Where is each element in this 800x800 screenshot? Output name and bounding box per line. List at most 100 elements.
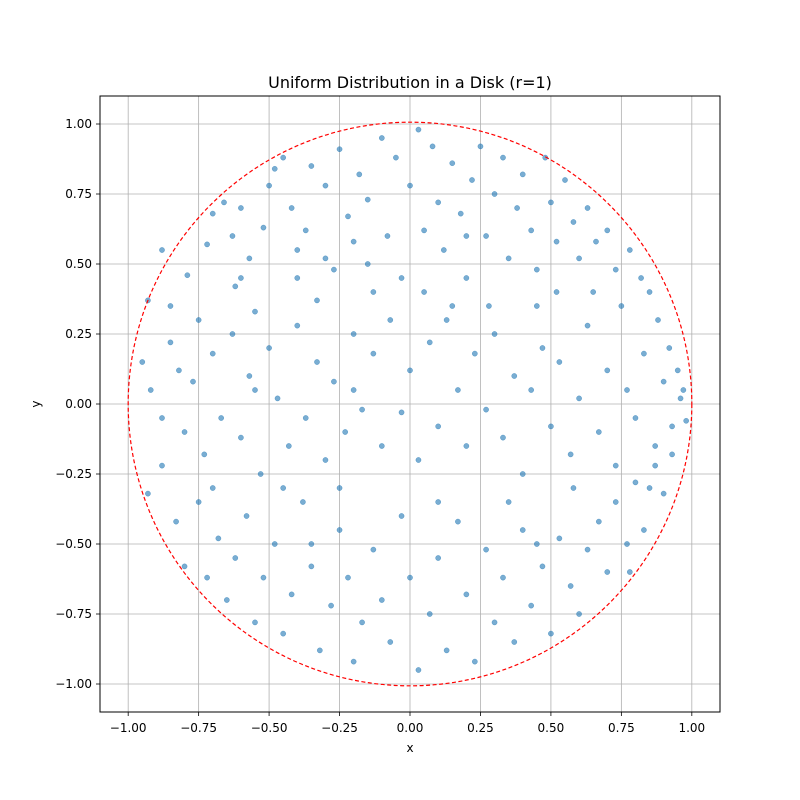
scatter-point xyxy=(280,485,287,491)
scatter-points xyxy=(139,126,690,673)
scatter-point xyxy=(674,367,681,374)
scatter-point xyxy=(576,395,582,402)
y-axis-label: y xyxy=(29,400,43,407)
y-tick-label: 0.25 xyxy=(65,327,92,341)
scatter-point xyxy=(660,490,667,497)
scatter-point xyxy=(159,247,165,253)
scatter-point xyxy=(626,569,633,575)
scatter-point xyxy=(167,303,174,309)
scatter-point xyxy=(398,409,405,416)
scatter-point xyxy=(331,266,337,273)
scatter-point xyxy=(483,233,489,239)
scatter-point xyxy=(435,199,442,206)
chart-title: Uniform Distribution in a Disk (r=1) xyxy=(268,73,552,92)
scatter-point xyxy=(511,373,518,379)
scatter-point xyxy=(612,266,619,273)
scatter-point xyxy=(604,367,611,374)
scatter-point xyxy=(548,199,554,206)
scatter-point xyxy=(562,177,568,183)
scatter-point xyxy=(533,266,540,273)
scatter-point xyxy=(322,255,329,262)
scatter-point xyxy=(505,255,512,262)
scatter-point xyxy=(243,513,250,519)
y-tick-label: −0.50 xyxy=(55,537,92,551)
scatter-point xyxy=(683,417,690,424)
scatter-point xyxy=(421,289,427,295)
scatter-point xyxy=(266,182,272,189)
scatter-point xyxy=(209,350,216,357)
scatter-point xyxy=(491,619,498,626)
scatter-point xyxy=(641,527,647,533)
scatter-point xyxy=(238,434,244,441)
scatter-point xyxy=(370,350,377,357)
scatter-point xyxy=(632,415,639,421)
scatter-point xyxy=(429,143,436,150)
scatter-point xyxy=(638,275,644,281)
scatter-point xyxy=(204,241,210,248)
scatter-point xyxy=(190,378,196,385)
scatter-point xyxy=(463,591,470,598)
scatter-point xyxy=(238,275,244,281)
scatter-point xyxy=(449,160,456,167)
scatter-point xyxy=(514,205,520,211)
scatter-point xyxy=(421,227,427,234)
scatter-point xyxy=(505,499,512,505)
scatter-point xyxy=(443,317,450,323)
scatter-point xyxy=(567,583,574,589)
scatter-point xyxy=(159,462,165,469)
y-tick-label: 0.00 xyxy=(65,397,92,411)
scatter-point xyxy=(680,387,687,393)
scatter-point xyxy=(595,518,602,525)
y-tick-label: −0.75 xyxy=(55,607,92,621)
scatter-point xyxy=(463,233,470,239)
grid-lines xyxy=(100,96,720,712)
scatter-point xyxy=(181,429,188,435)
scatter-point xyxy=(167,339,174,346)
scatter-point xyxy=(271,165,278,172)
scatter-point xyxy=(584,205,591,211)
scatter-point xyxy=(271,541,278,547)
scatter-point xyxy=(302,415,309,421)
scatter-point xyxy=(342,429,349,435)
scatter-point xyxy=(201,451,208,458)
scatter-point xyxy=(364,196,371,203)
scatter-point xyxy=(666,345,673,351)
scatter-point xyxy=(145,490,151,497)
scatter-point xyxy=(229,233,236,239)
scatter-point xyxy=(176,367,182,374)
scatter-point xyxy=(500,574,506,581)
scatter-point xyxy=(359,619,365,626)
scatter-point xyxy=(336,146,343,153)
scatter-point xyxy=(500,154,506,161)
scatter-point xyxy=(294,275,301,281)
scatter-point xyxy=(280,630,287,637)
scatter-point xyxy=(528,227,535,234)
scatter-point xyxy=(300,499,306,505)
scatter-point xyxy=(618,303,625,309)
scatter-point xyxy=(612,499,619,505)
scatter-point xyxy=(669,451,675,458)
scatter-point xyxy=(471,658,478,665)
scatter-point xyxy=(483,406,489,413)
scatter-point xyxy=(181,563,188,570)
scatter-point xyxy=(652,462,659,469)
scatter-point xyxy=(204,574,210,581)
scatter-point xyxy=(604,569,611,575)
x-tick-label: −0.50 xyxy=(251,721,288,735)
scatter-point xyxy=(440,247,447,253)
scatter-point xyxy=(548,630,554,637)
scatter-point xyxy=(246,255,253,262)
scatter-point xyxy=(407,182,413,189)
scatter-point xyxy=(415,667,422,673)
scatter-point xyxy=(378,135,385,141)
scatter-point xyxy=(393,154,399,161)
scatter-point xyxy=(387,317,394,323)
scatter-point xyxy=(435,499,442,505)
scatter-point xyxy=(215,535,222,542)
scatter-point xyxy=(218,415,225,421)
scatter-point xyxy=(471,350,478,357)
scatter-point xyxy=(491,191,498,197)
scatter-point xyxy=(195,499,202,505)
scatter-point xyxy=(294,247,301,253)
scatter-point xyxy=(316,647,323,654)
